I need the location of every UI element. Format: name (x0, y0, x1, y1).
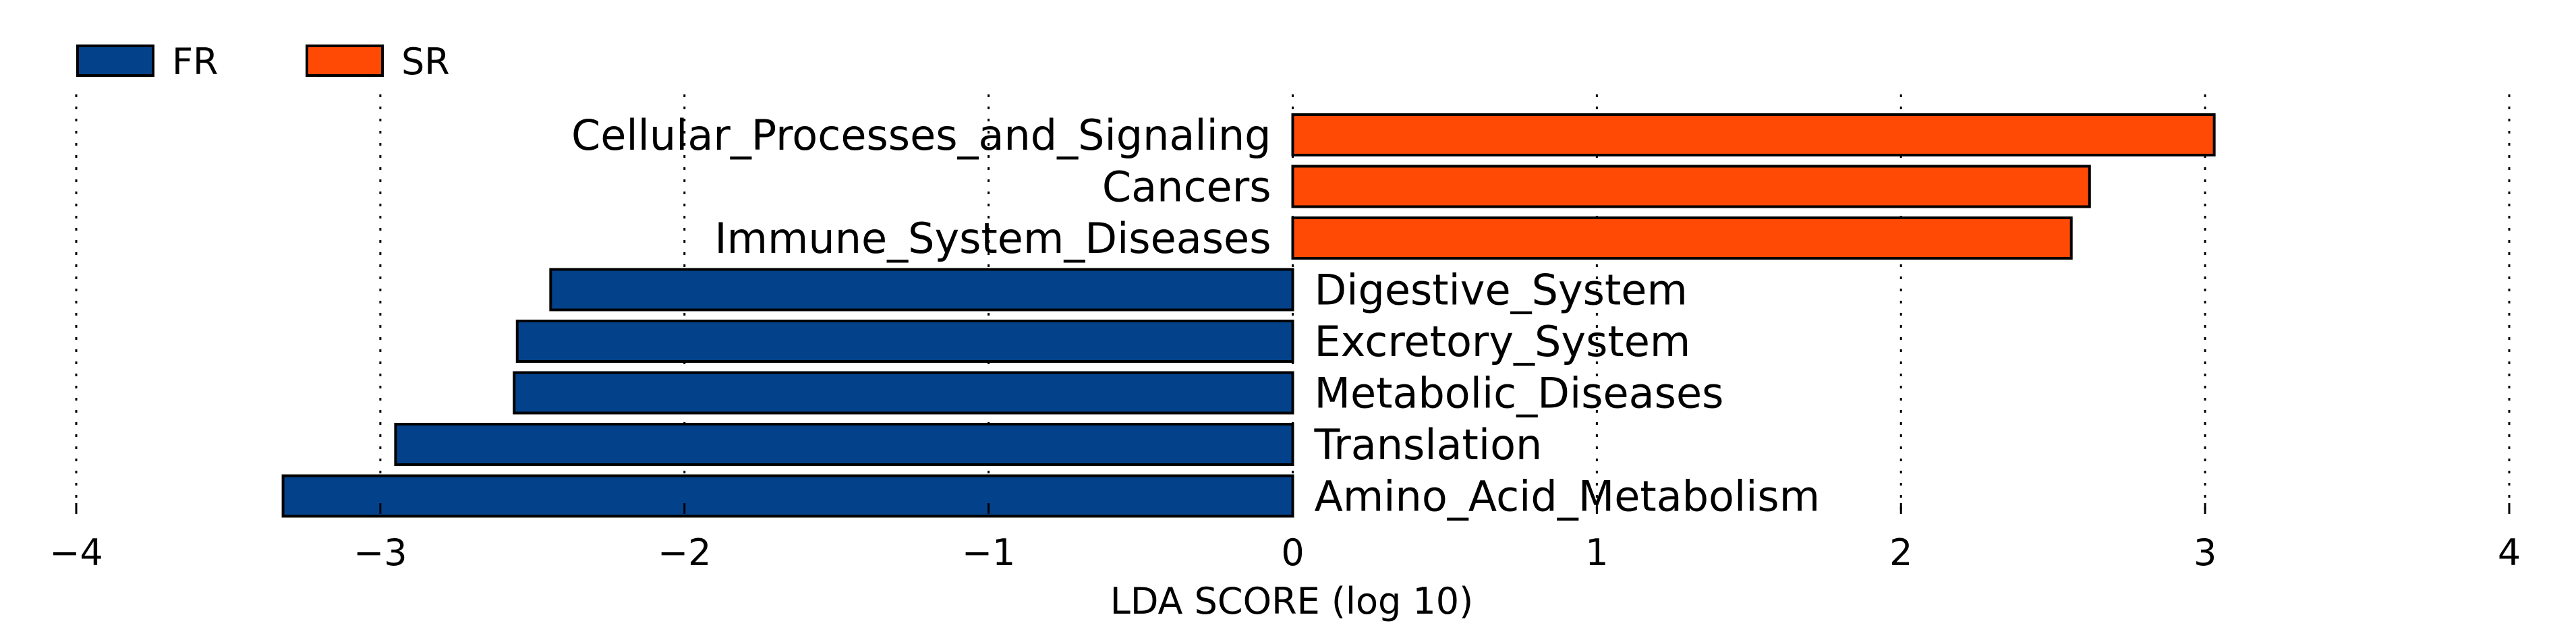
tick-label: 3 (2194, 531, 2216, 574)
bar (394, 423, 1294, 466)
tick-label: 4 (2498, 531, 2521, 574)
bar (515, 320, 1294, 363)
bar (513, 371, 1294, 415)
legend-label-fr: FR (172, 40, 219, 83)
tick-label: 2 (1889, 531, 1912, 574)
bar (549, 268, 1294, 312)
tick-label: −2 (658, 531, 712, 574)
bar (1291, 113, 2216, 156)
bar (281, 474, 1294, 518)
bar-label: Cancers (1102, 163, 1271, 212)
tick-label: 0 (1281, 531, 1304, 574)
x-axis-ticks: −4 −3 −2 −1 0 1 2 3 4 (49, 503, 2521, 574)
bar-label: Immune_System_Diseases (714, 214, 1271, 263)
legend: FR SR (76, 40, 450, 83)
bar-label: Cellular_Processes_and_Signaling (571, 111, 1271, 160)
bar-label: Amino_Acid_Metabolism (1315, 472, 1821, 521)
tick-label: −4 (49, 531, 103, 574)
tick-label: −3 (353, 531, 407, 574)
bar-label: Metabolic_Diseases (1315, 369, 1724, 418)
bar-label: Excretory_System (1315, 317, 1691, 366)
tick-label: −1 (962, 531, 1016, 574)
bar (1291, 216, 2073, 260)
bar (1291, 165, 2091, 208)
x-axis-label: LDA SCORE (log 10) (1110, 580, 1473, 622)
category-labels: Cellular_Processes_and_SignalingCancersI… (571, 111, 1820, 521)
legend-label-sr: SR (401, 40, 450, 83)
legend-swatch-sr (306, 45, 384, 77)
bar-label: Digestive_System (1315, 266, 1688, 315)
bars (281, 113, 2216, 518)
legend-swatch-fr (76, 45, 154, 77)
bar-label: Translation (1314, 420, 1543, 469)
tick-label: 1 (1585, 531, 1608, 574)
